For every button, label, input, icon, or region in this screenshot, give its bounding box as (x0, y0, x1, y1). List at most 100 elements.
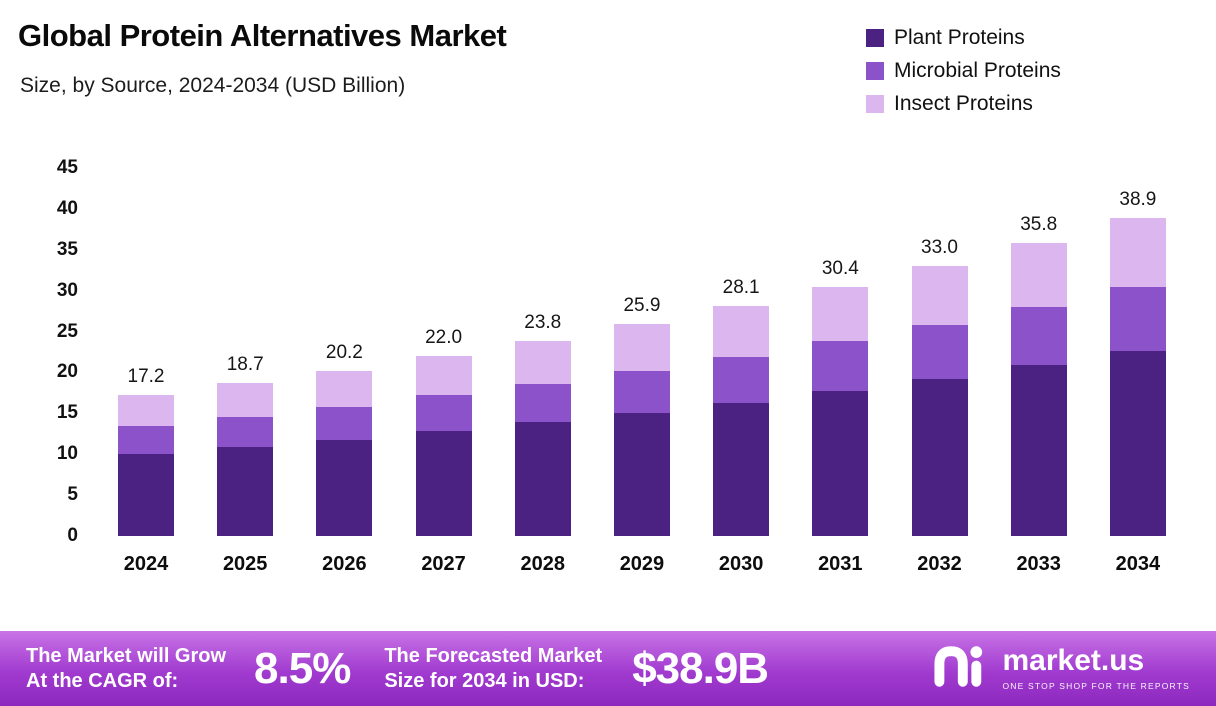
bar-segment-insect-proteins (613, 324, 670, 371)
legend-item-plant-proteins: Plant Proteins (866, 26, 1061, 50)
bar-total-label: 18.7 (226, 354, 264, 376)
x-axis-label: 2025 (222, 553, 268, 575)
legend-item-insect-proteins: Insect Proteins (866, 92, 1061, 116)
bar-segment-plant-proteins (514, 422, 571, 536)
y-axis-tick: 25 (56, 320, 78, 342)
bar-column: 18.7 2025 (217, 168, 274, 575)
y-axis-tick: 0 (67, 525, 78, 546)
legend: Plant Proteins Microbial Proteins Insect P… (866, 26, 1061, 116)
brand-name: market.us (1002, 644, 1145, 677)
bar-segment-insect-proteins (415, 356, 472, 396)
bar-segment-plant-proteins (217, 446, 274, 536)
bar-segment-plant-proteins (911, 379, 968, 536)
forecast-value: $38.9B (632, 643, 769, 693)
forecast-label-line1: The Forecasted Market (384, 644, 603, 667)
bar-total-label: 25.9 (623, 295, 661, 317)
bar-segment-microbial-proteins (911, 325, 968, 379)
y-axis-tick: 35 (56, 238, 78, 260)
brand-text: market.us ONE STOP SHOP FOR THE REPORTS (1002, 644, 1190, 692)
bar-total-label: 33.0 (921, 237, 958, 259)
legend-label: Plant Proteins (894, 26, 1025, 49)
bar-column: 23.8 2028 (514, 168, 571, 575)
x-axis-label: 2024 (123, 553, 169, 575)
y-axis: 0 5 10 15 20 25 30 35 40 45 (20, 157, 78, 546)
x-axis-label: 2026 (322, 553, 367, 575)
bar-segment-plant-proteins (316, 439, 373, 536)
bar-column: 17.2 2024 (118, 168, 174, 575)
x-axis-label: 2032 (917, 553, 962, 575)
x-axis-label: 2033 (1016, 553, 1061, 575)
bar-segment-insect-proteins (713, 306, 770, 357)
bar-segment-insect-proteins (217, 383, 274, 417)
bar-segment-insect-proteins (911, 266, 968, 326)
bar-column: 30.4 2031 (812, 168, 869, 575)
cagr-label: The Market will Grow At the CAGR of: (26, 644, 226, 694)
forecast-label: The Forecasted Market Size for 2034 in U… (384, 644, 602, 694)
bar-segment-plant-proteins (713, 402, 770, 536)
bar-total-label: 35.8 (1020, 214, 1058, 236)
bar-total-label: 23.8 (524, 312, 562, 334)
bar-segment-plant-proteins (1109, 351, 1166, 536)
bars: 17.2 2024 18.7 2025 20.2 2026 22.0 2027 23.8 2028… (96, 168, 1188, 575)
bar-total-label: 22.0 (425, 327, 463, 349)
forecast-label-line2: Size for 2034 in USD: (384, 669, 585, 692)
x-axis-label: 2027 (421, 553, 466, 575)
bar-total-label: 17.2 (127, 366, 165, 388)
y-axis-tick: 5 (67, 484, 78, 506)
bar-segment-microbial-proteins (613, 370, 670, 413)
bar-total-label: 30.4 (821, 258, 859, 280)
legend-item-microbial-proteins: Microbial Proteins (866, 59, 1061, 83)
bar-segment-microbial-proteins (1109, 287, 1166, 352)
bar-segment-insect-proteins (1010, 243, 1067, 308)
bar-segment-microbial-proteins (316, 406, 373, 440)
bar-total-label: 20.2 (325, 341, 363, 363)
bar-column: 22.0 2027 (415, 168, 472, 575)
bar-column: 33.0 2032 (911, 168, 968, 575)
y-axis-tick: 15 (56, 402, 78, 424)
y-axis-tick: 30 (56, 279, 78, 301)
bar-segment-plant-proteins (415, 431, 472, 536)
cagr-label-line1: The Market will Grow (26, 644, 227, 667)
legend-swatch-plant-proteins (866, 29, 884, 47)
bar-column: 38.9 2034 (1109, 168, 1166, 575)
bar-segment-plant-proteins (812, 391, 869, 536)
bar-segment-insect-proteins (316, 370, 373, 407)
bar-column: 35.8 2033 (1010, 168, 1067, 575)
bar-total-label: 28.1 (722, 277, 760, 299)
bar-column: 20.2 2026 (316, 168, 373, 575)
bar-segment-insect-proteins (1109, 217, 1166, 288)
bar-segment-microbial-proteins (713, 356, 770, 403)
footer-banner: The Market will Grow At the CAGR of: 8.5… (0, 631, 1216, 706)
x-axis-label: 2028 (520, 553, 566, 575)
y-axis-tick: 10 (56, 443, 78, 465)
x-axis-label: 2034 (1115, 553, 1161, 575)
x-axis-label: 2029 (619, 553, 665, 575)
page-title: Global Protein Alternatives Market (18, 18, 507, 53)
bar-segment-insect-proteins (812, 287, 869, 342)
brand: market.us ONE STOP SHOP FOR THE REPORTS (932, 644, 1190, 694)
bar-segment-insect-proteins (118, 395, 174, 427)
bar-segment-plant-proteins (118, 454, 174, 536)
brand-tagline: ONE STOP SHOP FOR THE REPORTS (1002, 681, 1190, 691)
legend-swatch-insect-proteins (866, 95, 884, 113)
bar-segment-plant-proteins (1010, 365, 1067, 536)
legend-swatch-microbial-proteins (866, 62, 884, 80)
cagr-label-line2: At the CAGR of: (26, 669, 179, 692)
bar-column: 28.1 2030 (713, 168, 770, 575)
legend-label: Microbial Proteins (894, 59, 1061, 82)
bar-segment-microbial-proteins (217, 416, 274, 447)
bar-segment-microbial-proteins (812, 341, 869, 392)
bar-segment-microbial-proteins (514, 383, 571, 423)
cagr-value: 8.5% (254, 643, 351, 693)
x-axis-label: 2030 (718, 553, 764, 575)
y-axis-tick: 40 (56, 197, 78, 219)
x-axis-label: 2031 (818, 553, 863, 575)
bar-column: 25.9 2029 (613, 168, 670, 575)
page-subtitle: Size, by Source, 2024-2034 (USD Billion) (20, 74, 406, 97)
bar-total-label: 38.9 (1119, 188, 1157, 210)
y-axis-tick: 20 (56, 361, 78, 383)
y-axis-tick: 45 (56, 157, 78, 178)
bar-segment-insect-proteins (514, 341, 571, 384)
bar-segment-microbial-proteins (1010, 307, 1067, 366)
